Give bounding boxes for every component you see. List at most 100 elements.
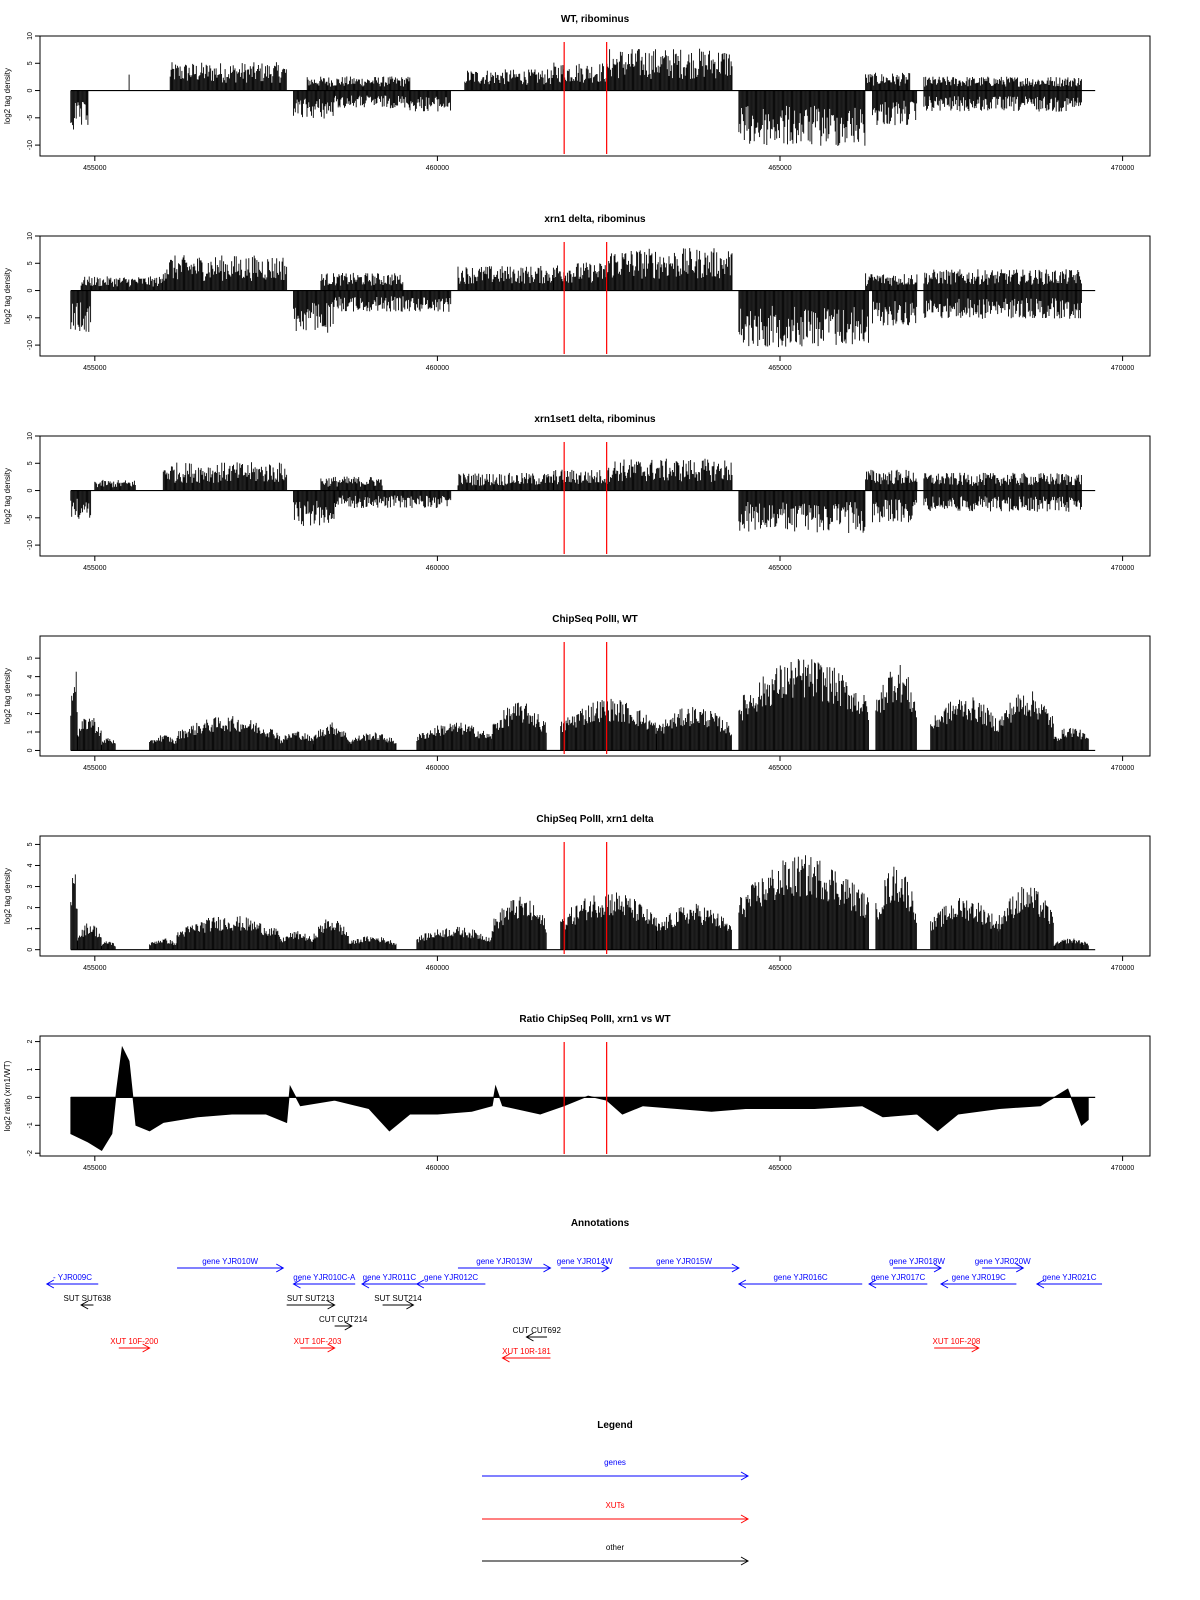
x-tick-label: 470000 (1111, 565, 1134, 572)
signal-segment (293, 90, 335, 119)
panel-title: WT, ribominus (561, 14, 630, 25)
x-tick-label: 460000 (426, 165, 449, 172)
signal-segment (738, 659, 869, 751)
signal-segment (553, 469, 609, 491)
x-tick-label: 455000 (83, 165, 106, 172)
signal-segment (738, 90, 866, 146)
track-panel: WT, ribominus log2 tag density 10 5 0 -5 -10 45… (3, 14, 1151, 172)
y-tick-label: 0 (27, 288, 34, 292)
signal-segment (334, 90, 410, 109)
signal-segment (923, 269, 1082, 291)
signal-segment (553, 262, 609, 291)
panel-title: ChipSeq PolII, WT (552, 614, 638, 625)
signal-segment (94, 479, 136, 491)
y-tick-label: 10 (27, 232, 34, 240)
signal-segment (70, 490, 92, 519)
signal-segment (872, 290, 918, 326)
y-tick-label: -5 (27, 515, 34, 521)
signal-segment (865, 72, 911, 91)
y-tick-label: -10 (27, 340, 34, 350)
signal-segment (149, 735, 178, 751)
plot-frame (39, 435, 1151, 557)
signal-segment (162, 462, 288, 491)
panel-title: xrn1 delta, ribominus (544, 214, 646, 225)
x-tick-label: 465000 (768, 365, 791, 372)
signal-segment (80, 276, 164, 291)
y-axis-label: log2 tag density (3, 668, 12, 724)
y-tick-label: 0 (27, 488, 34, 492)
signal-segment (464, 69, 554, 91)
x-tick-label: 460000 (426, 565, 449, 572)
signal-segment (347, 732, 397, 751)
signal-segment (334, 290, 452, 312)
signal-segment (656, 707, 732, 751)
y-axis-label: log2 tag density (3, 68, 12, 124)
x-tick-label: 455000 (83, 565, 106, 572)
signal-segment (865, 273, 918, 291)
data-layer (70, 458, 1096, 533)
y-tick-label: 5 (27, 61, 34, 65)
y-axis-label: log2 tag density (3, 468, 12, 524)
x-tick-label: 465000 (768, 565, 791, 572)
signal-segment (70, 671, 78, 751)
signal-segment (865, 469, 918, 491)
signal-segment (169, 62, 287, 91)
y-tick-label: -5 (27, 315, 34, 321)
signal-segment (923, 472, 1082, 491)
y-tick-label: 0 (27, 88, 34, 92)
signal-segment (560, 698, 657, 751)
data-layer (70, 48, 1096, 146)
signal-segment (70, 90, 89, 130)
y-tick-label: 10 (27, 432, 34, 440)
signal-segment (313, 722, 349, 751)
signal-segment (872, 90, 918, 126)
signal-segment (457, 472, 554, 491)
signal-segment (70, 290, 92, 332)
signal-segment (923, 76, 1082, 91)
y-tick-label: 5 (27, 261, 34, 265)
plot-frame (39, 235, 1151, 357)
signal-segment (77, 718, 102, 751)
x-tick-label: 470000 (1111, 165, 1134, 172)
signal-segment (320, 476, 383, 491)
track-panel: xrn1 delta, ribominus log2 tag density 10 5… (3, 214, 1151, 372)
signal-segment (553, 62, 609, 91)
signal-segment (608, 48, 733, 91)
signal-segment (293, 290, 335, 333)
x-tick-label: 455000 (83, 365, 106, 372)
track-panel: xrn1set1 delta, ribominus log2 tag densit… (3, 414, 1151, 572)
y-tick-label: -5 (27, 115, 34, 121)
signal-segment (416, 722, 493, 751)
data-layer (70, 659, 1096, 752)
signal-segment (923, 90, 1082, 112)
signal-segment (101, 738, 116, 751)
data-layer (70, 248, 1096, 348)
x-tick-label: 470000 (1111, 365, 1134, 372)
signal-segment (872, 490, 918, 523)
x-tick-label: 460000 (426, 365, 449, 372)
signal-segment (176, 716, 281, 751)
y-tick-label: 5 (27, 461, 34, 465)
signal-segment (457, 266, 554, 291)
signal-segment (923, 290, 1082, 319)
panel-title: xrn1set1 delta, ribominus (534, 414, 656, 425)
signal-segment (738, 490, 866, 533)
signal-segment (162, 255, 288, 291)
signal-segment (608, 248, 733, 291)
signal-segment (738, 290, 869, 348)
signal-segment (293, 490, 335, 526)
plot-frame (39, 35, 1151, 157)
signal-segment (334, 490, 452, 508)
y-axis-label: log2 tag density (3, 268, 12, 324)
signal-segment (279, 731, 315, 751)
signal-segment (923, 490, 1082, 512)
signal-segment (306, 76, 411, 91)
y-tick-label: -10 (27, 140, 34, 150)
x-tick-label: 465000 (768, 165, 791, 172)
signal-segment (491, 702, 547, 751)
signal-segment (409, 90, 451, 112)
signal-segment (320, 272, 404, 291)
y-tick-label: -10 (27, 540, 34, 550)
